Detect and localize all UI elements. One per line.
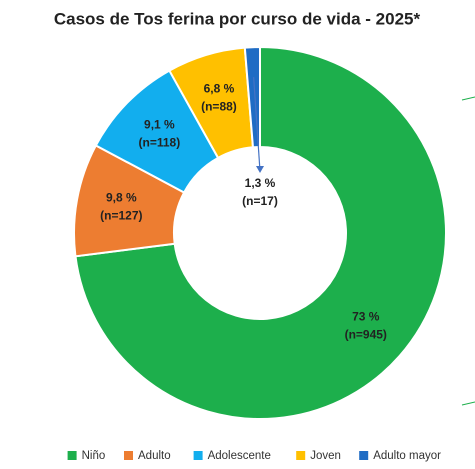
data-label: 6,8 % <box>204 81 235 95</box>
data-label: 73 % <box>352 309 380 323</box>
leader-lines <box>461 96 475 406</box>
count-label: (n=17) <box>242 194 278 208</box>
arrow-head <box>256 166 264 173</box>
legend-label: Joven <box>310 450 341 462</box>
legend-swatch <box>67 451 77 460</box>
data-label: 1,3 % <box>245 176 276 190</box>
legend-label: Adulto mayor <box>373 450 441 462</box>
legend-swatch <box>124 451 133 460</box>
data-label: 9,1 % <box>144 117 175 131</box>
legend-label: Adolescente <box>208 450 271 462</box>
legend-swatch <box>359 451 369 460</box>
arrow <box>253 77 261 172</box>
count-label: (n=88) <box>201 99 237 113</box>
legend-swatch <box>296 451 306 460</box>
count-label: (n=127) <box>100 209 142 223</box>
legend-swatch <box>193 451 203 460</box>
slice <box>74 45 447 420</box>
legend-label: Niño <box>82 450 106 462</box>
count-label: (n=945) <box>345 327 387 341</box>
count-label: (n=118) <box>139 135 181 149</box>
legend-label: Adulto <box>138 450 171 462</box>
data-label: 9,8 % <box>106 191 137 205</box>
chart-title: Casos de Tos ferina por curso de vida - … <box>54 9 421 28</box>
